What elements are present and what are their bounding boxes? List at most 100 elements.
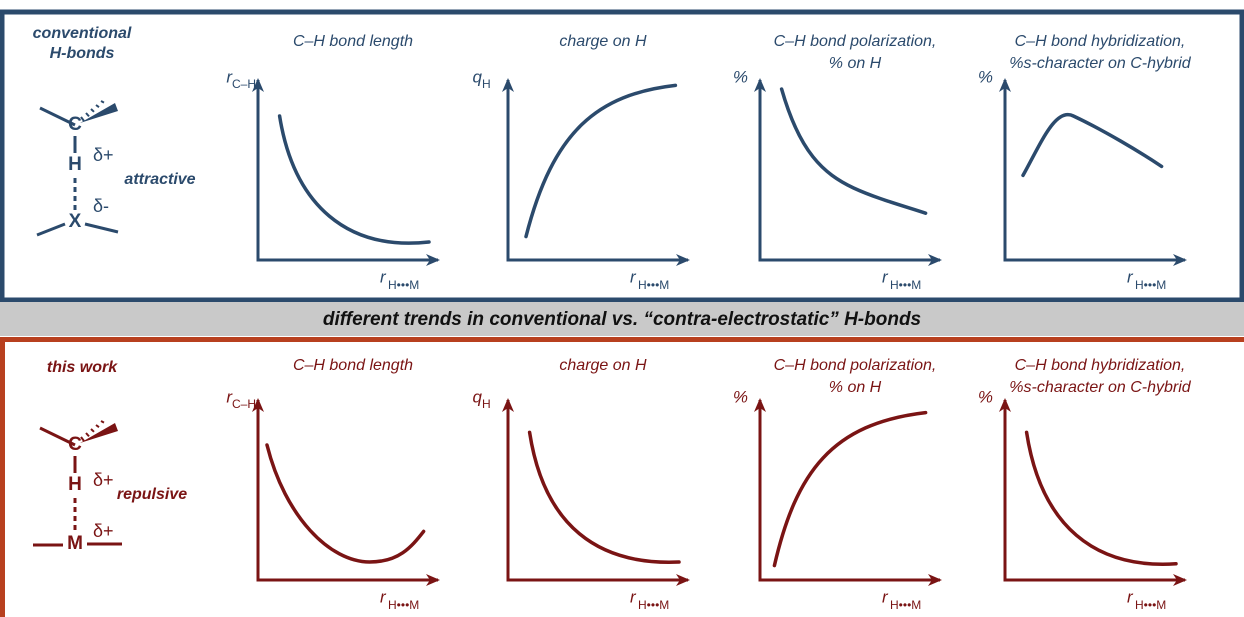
y-label-sub: H (482, 397, 491, 411)
x-label: r (630, 267, 637, 286)
hash-bond (95, 424, 100, 429)
x-label: r (882, 267, 889, 286)
x-label: r (1127, 267, 1134, 286)
bond (84, 222, 119, 234)
plot-title: %s-character on C-hybrid (1009, 379, 1192, 396)
x-label-sub: H•••M (890, 598, 921, 612)
axes (506, 80, 688, 262)
y-label: % (733, 67, 748, 86)
y-label: r (226, 67, 233, 86)
y-label-sub: C–H (232, 77, 256, 91)
arrow (999, 398, 1011, 412)
x-label: r (630, 587, 637, 606)
atom: H (68, 474, 82, 495)
charge: δ- (93, 196, 109, 216)
trend-curve (772, 410, 928, 568)
y-label-sub: C–H (232, 397, 256, 411)
axes (256, 80, 438, 262)
arrow (502, 398, 514, 412)
axes (256, 400, 438, 582)
x-label-sub: H•••M (638, 278, 669, 292)
atom: C (68, 434, 82, 455)
arrow (676, 254, 690, 266)
arrow (928, 254, 942, 266)
trend-curve (277, 114, 431, 245)
arrow (252, 78, 264, 92)
y-label: q (473, 387, 483, 406)
y-label: r (226, 387, 233, 406)
plot-title: charge on H (559, 33, 647, 50)
x-label-sub: H•••M (1135, 598, 1166, 612)
trend-curve (265, 443, 426, 564)
arrow (928, 574, 942, 586)
x-label-sub: H•••M (638, 598, 669, 612)
charge: δ+ (93, 521, 114, 541)
x-label: r (380, 267, 387, 286)
arrow (426, 254, 440, 266)
bottom-panel-border (0, 337, 1244, 617)
arrow (252, 398, 264, 412)
interaction: repulsive (117, 486, 187, 503)
bond (39, 426, 76, 447)
axes (506, 400, 688, 582)
hash-bond (90, 108, 95, 113)
plot-title: C–H bond polarization, (774, 33, 937, 50)
interaction: attractive (124, 171, 195, 188)
axes (758, 80, 940, 262)
banner-text: different trends in conventional vs. “co… (323, 309, 921, 330)
panel-label: H-bonds (50, 45, 115, 62)
arrow (502, 78, 514, 92)
x-label-sub: H•••M (388, 278, 419, 292)
x-label: r (1127, 587, 1134, 606)
plot-title: C–H bond length (293, 357, 413, 374)
x-label-sub: H•••M (388, 598, 419, 612)
plot-title: % on H (829, 379, 882, 396)
axes (758, 400, 940, 582)
hash-bond (80, 116, 85, 122)
y-label: % (978, 387, 993, 406)
plot-title: %s-character on C-hybrid (1009, 55, 1192, 72)
hash-bond (80, 436, 85, 442)
charge: δ+ (93, 470, 114, 490)
trend-curve (524, 83, 678, 239)
wedge-bond (80, 423, 118, 443)
hash-bond (95, 104, 100, 109)
x-label-sub: H•••M (890, 278, 921, 292)
atom: H (68, 154, 82, 175)
plot-title: C–H bond length (293, 33, 413, 50)
y-label: q (473, 67, 483, 86)
bond (39, 106, 76, 127)
banner-bg (0, 302, 1244, 336)
top-panel-border (0, 9, 1244, 303)
arrow (1173, 254, 1187, 266)
plot-title: C–H bond hybridization, (1015, 33, 1186, 50)
hash-bond (100, 100, 105, 104)
x-label: r (882, 587, 889, 606)
plot-title: % on H (829, 55, 882, 72)
plot-title: C–H bond polarization, (774, 357, 937, 374)
plot-title: charge on H (559, 357, 647, 374)
axes (1003, 80, 1185, 262)
arrow (754, 78, 766, 92)
atom: M (67, 533, 83, 554)
panel-label: conventional (33, 25, 132, 42)
hash-bond (85, 112, 90, 118)
trend-curve (779, 87, 928, 215)
bond (36, 222, 66, 237)
trend-curve (527, 430, 681, 564)
x-label-sub: H•••M (1135, 278, 1166, 292)
panel-label: this work (47, 359, 118, 376)
trend-curve (1021, 112, 1164, 178)
arrow (1173, 574, 1187, 586)
y-label: % (978, 67, 993, 86)
hash-bond (85, 432, 90, 438)
hash-bond (90, 428, 95, 433)
arrow (999, 78, 1011, 92)
hash-bond (100, 420, 105, 424)
x-label: r (380, 587, 387, 606)
atom: C (68, 114, 82, 135)
axes (1003, 400, 1185, 582)
charge: δ+ (93, 145, 114, 165)
plot-title: C–H bond hybridization, (1015, 357, 1186, 374)
